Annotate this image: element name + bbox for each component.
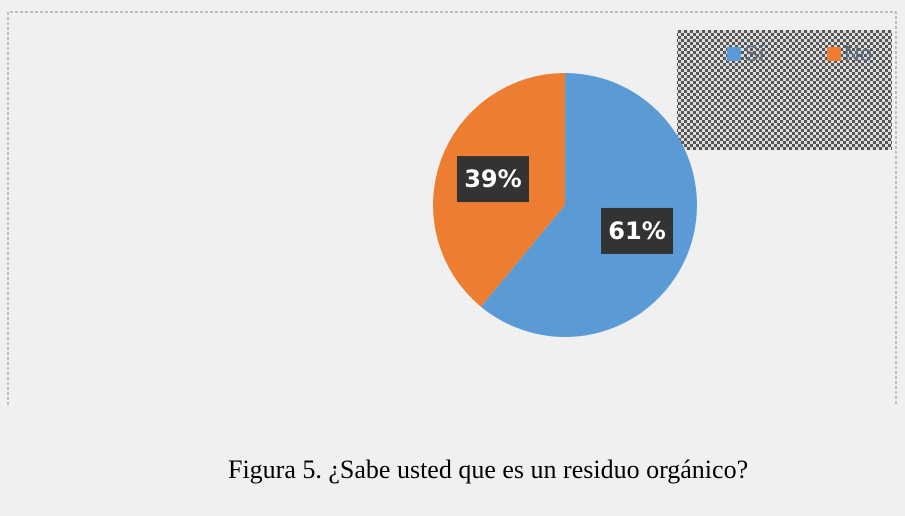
data-label: 39% (464, 165, 521, 193)
data-label-box (601, 207, 674, 254)
caption: Figura 5. ¿Sabe usted que es un residuo … (228, 455, 748, 484)
pie-slice (480, 73, 697, 337)
legend-label: No (844, 41, 872, 66)
data-label: 61% (608, 217, 665, 245)
legend-box (677, 30, 892, 150)
chart-frame (7, 11, 897, 405)
legend-label: Sí (744, 41, 765, 66)
legend-swatch (727, 47, 741, 61)
legend-swatch (827, 47, 841, 61)
data-label-box (456, 156, 529, 203)
